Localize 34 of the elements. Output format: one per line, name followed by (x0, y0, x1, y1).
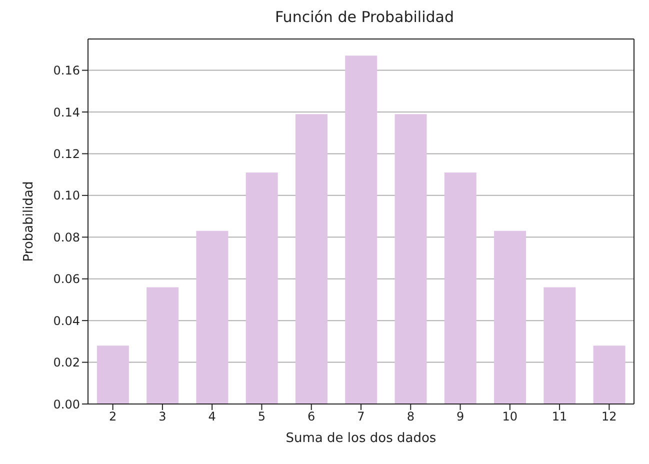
x-tick-label: 11 (552, 410, 568, 424)
x-tick-label: 6 (308, 410, 316, 424)
x-axis-title: Suma de los dos dados (286, 431, 436, 446)
y-tick-label: 0.02 (53, 356, 80, 370)
x-tick-label: 3 (158, 410, 166, 424)
y-tick-label: 0.10 (53, 188, 80, 203)
bar (96, 346, 129, 404)
bar (246, 172, 278, 404)
x-tick-label: 2 (109, 410, 117, 424)
bar (444, 172, 476, 404)
y-tick-label: 0.04 (53, 314, 80, 328)
y-tick-label: 0.06 (53, 272, 80, 286)
bar (345, 56, 378, 404)
y-tick-label: 0.12 (53, 146, 80, 161)
bar (146, 287, 179, 404)
chart-title: Función de Probabilidad (274, 8, 455, 28)
bar (295, 114, 328, 404)
bar (593, 346, 626, 404)
bar (544, 287, 576, 404)
bar (196, 230, 228, 404)
bar (394, 114, 427, 404)
y-tick-label: 0.14 (53, 105, 80, 120)
y-tick-label: 0.00 (53, 397, 80, 412)
x-tick-label: 7 (357, 410, 365, 424)
x-tick-label: 5 (258, 410, 266, 424)
y-tick-label: 0.16 (53, 64, 80, 78)
x-tick-label: 4 (208, 410, 216, 424)
y-axis-title: Probabilidad (22, 181, 37, 262)
x-tick-label: 8 (406, 410, 414, 424)
x-tick-label: 9 (456, 410, 464, 424)
y-tick-label: 0.08 (53, 230, 80, 244)
x-tick-label: 12 (602, 410, 617, 424)
x-tick-label: 10 (502, 410, 518, 424)
bar (494, 230, 526, 404)
